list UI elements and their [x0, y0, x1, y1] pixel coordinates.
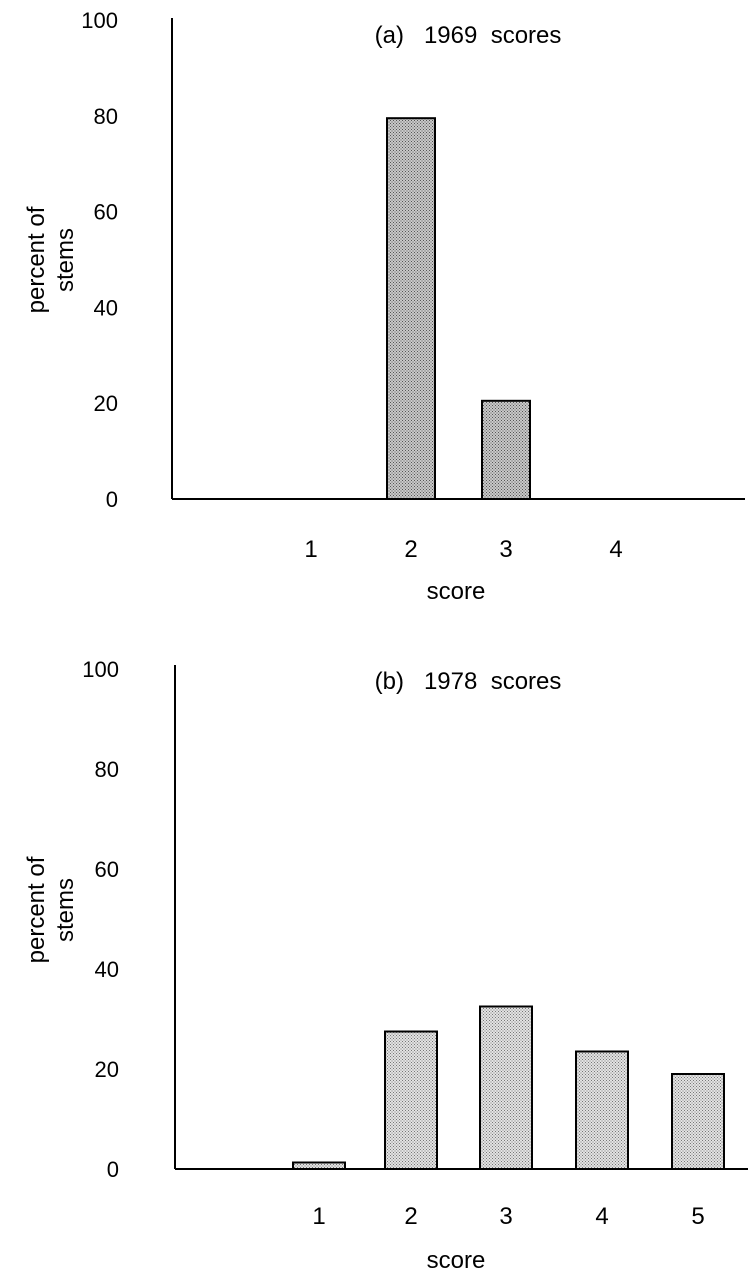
chart-title: (b) 1978 scores: [375, 668, 562, 695]
y-tick-label: 100: [82, 657, 119, 682]
bar-score-2: [384, 1030, 438, 1170]
x-tick-label: 2: [404, 1203, 417, 1230]
bar-score-2: [386, 117, 436, 500]
x-axis-label: score: [427, 578, 486, 605]
x-axis-label: score: [427, 1247, 486, 1274]
y-axis-label-line-1: percent of: [23, 206, 50, 313]
bar-score-3: [479, 1005, 533, 1170]
y-tick-label: 80: [94, 104, 118, 129]
y-axis-label-line-2: stems: [52, 228, 79, 292]
bar-score-3: [481, 399, 531, 500]
y-tick-label: 100: [81, 8, 118, 33]
y-tick-labels: 0 20 40 60 80 100: [82, 657, 119, 1182]
y-tick-label: 60: [94, 200, 118, 225]
y-axis-label-line-1: percent of: [23, 856, 50, 963]
x-tick-label: 2: [404, 536, 417, 563]
y-axis-label-line-2: stems: [52, 878, 79, 942]
x-tick-labels: 1 2 3 4: [304, 536, 622, 563]
y-tick-label: 80: [95, 757, 119, 782]
y-tick-label: 40: [94, 295, 118, 320]
x-tick-label: 4: [609, 536, 622, 563]
bars: [292, 1005, 725, 1170]
chart-panel-b: (b) 1978 scores percent of stems score 0…: [23, 657, 748, 1274]
y-tick-label: 40: [95, 957, 119, 982]
x-tick-labels: 1 2 3 4 5: [312, 1203, 704, 1230]
bar-score-5: [671, 1073, 725, 1170]
bar-score-4: [575, 1050, 629, 1170]
x-tick-label: 3: [499, 536, 512, 563]
chart-title: (a) 1969 scores: [375, 22, 562, 49]
y-tick-label: 0: [106, 487, 118, 512]
x-tick-label: 5: [691, 1203, 704, 1230]
bars: [386, 117, 531, 500]
x-tick-label: 1: [304, 536, 317, 563]
x-tick-label: 1: [312, 1203, 325, 1230]
y-tick-label: 0: [107, 1157, 119, 1182]
x-tick-label: 4: [595, 1203, 608, 1230]
y-tick-label: 20: [95, 1057, 119, 1082]
y-tick-label: 60: [95, 857, 119, 882]
y-tick-label: 20: [94, 391, 118, 416]
x-tick-label: 3: [499, 1203, 512, 1230]
chart-panel-a: (a) 1969 scores percent of stems score 0…: [23, 8, 745, 605]
y-tick-labels: 0 20 40 60 80 100: [81, 8, 118, 512]
